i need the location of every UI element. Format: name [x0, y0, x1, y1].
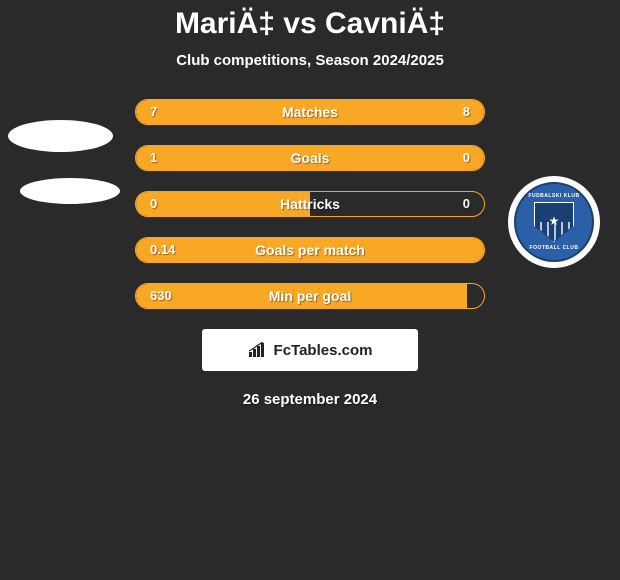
- stat-label: Matches: [136, 100, 484, 124]
- date-text: 26 september 2024: [0, 391, 620, 408]
- branding-logo: FcTables.com: [248, 342, 373, 359]
- stats-list: 78Matches 10Goals 00Hattricks 0.14Goals per…: [135, 99, 485, 309]
- badge-text-top: FUDBALSKI KLUB: [516, 193, 592, 199]
- stat-row: 0.14Goals per match: [135, 237, 485, 263]
- branding-text: FcTables.com: [274, 342, 373, 359]
- branding-badge[interactable]: FcTables.com: [202, 329, 418, 371]
- chart-icon: [248, 342, 270, 358]
- stat-label: Goals per match: [136, 238, 484, 262]
- stat-label: Hattricks: [136, 192, 484, 216]
- page-title: MariÄ‡ vs CavniÄ‡: [0, 6, 620, 42]
- badge-text-bottom: FOOTBALL CLUB: [516, 245, 592, 251]
- star-icon: ★: [549, 214, 560, 228]
- left-team-placeholder-1: [8, 120, 113, 152]
- stat-label: Min per goal: [136, 284, 484, 308]
- page-subtitle: Club competitions, Season 2024/2025: [0, 52, 620, 69]
- right-club-badge[interactable]: FUDBALSKI KLUB FOOTBALL CLUB ★: [508, 176, 600, 268]
- stat-row: 78Matches: [135, 99, 485, 125]
- stat-row: 630Min per goal: [135, 283, 485, 309]
- stat-label: Goals: [136, 146, 484, 170]
- stat-row: 00Hattricks: [135, 191, 485, 217]
- left-team-placeholder-2: [20, 178, 120, 204]
- stat-row: 10Goals: [135, 145, 485, 171]
